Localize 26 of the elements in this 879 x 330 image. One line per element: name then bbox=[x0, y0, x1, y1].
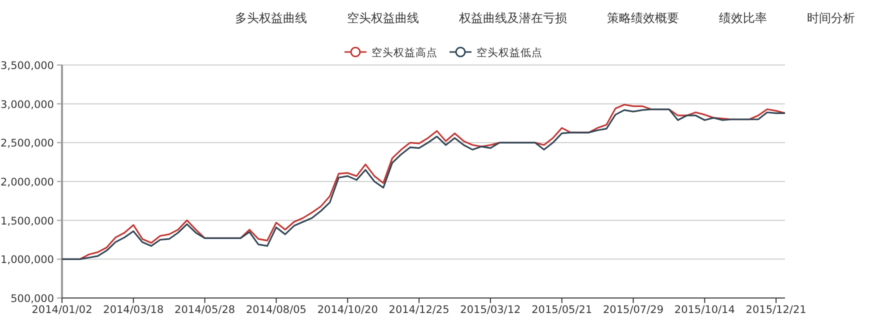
text: 多头权益曲线 bbox=[235, 11, 307, 25]
text: 绩效比率 bbox=[719, 11, 767, 25]
y-tick-label: 3,500,000 bbox=[0, 60, 54, 72]
x-tick-label: 2015/12/21 bbox=[746, 304, 806, 316]
y-tick-label: 1,500,000 bbox=[0, 215, 54, 228]
y-tick-label: 2,500,000 bbox=[0, 138, 54, 150]
legend-label: 空头权益低点 bbox=[476, 46, 542, 59]
x-tick-label: 2015/10/14 bbox=[674, 304, 736, 316]
x-tick-label: 2014/05/28 bbox=[174, 304, 236, 316]
y-tick-label: 500,000 bbox=[10, 293, 54, 305]
x-tick-label: 2015/07/29 bbox=[602, 304, 664, 316]
y-tick-label: 2,000,000 bbox=[0, 176, 54, 188]
x-tick-label: 2014/03/18 bbox=[103, 304, 164, 316]
text: 时间分析 bbox=[807, 11, 855, 25]
x-tick-label: 2014/10/20 bbox=[317, 304, 378, 316]
x-tick-label: 2014/01/02 bbox=[32, 304, 92, 316]
y-tick-label: 1,000,000 bbox=[0, 254, 54, 266]
text: 策略绩效概要 bbox=[607, 11, 679, 25]
x-tick-label: 2015/05/21 bbox=[532, 304, 592, 316]
x-tick-label: 2015/03/12 bbox=[460, 304, 521, 316]
legend-label: 空头权益高点 bbox=[372, 46, 438, 59]
x-tick-label: 2014/12/25 bbox=[388, 304, 450, 316]
y-tick-label: 3,000,000 bbox=[0, 98, 54, 111]
text: 空头权益曲线 bbox=[347, 11, 419, 25]
text: 权益曲线及潜在亏损 bbox=[458, 11, 567, 25]
x-tick-label: 2014/08/05 bbox=[246, 304, 306, 316]
